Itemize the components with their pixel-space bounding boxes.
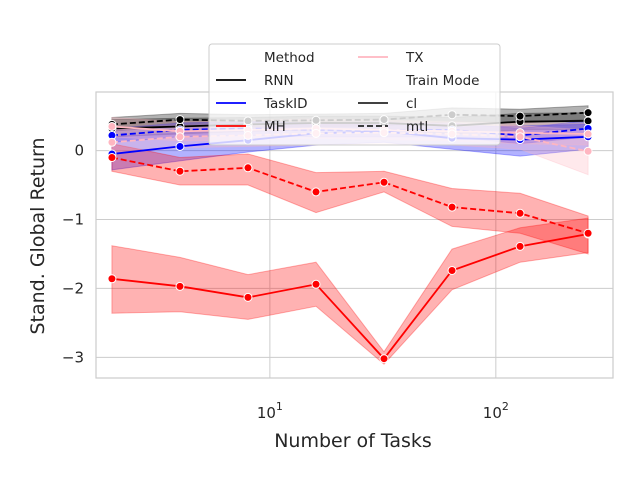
line-mh-cl	[111, 233, 589, 361]
y-tick-labels: 0 −1 −2 −3	[62, 142, 84, 367]
point-mh-mtl	[107, 152, 117, 162]
line-mh-mtl	[111, 156, 589, 235]
point-tx-mtl	[515, 132, 525, 142]
point-rnn-mtl	[175, 115, 185, 125]
point-rnn-mtl	[515, 111, 525, 121]
y-tick-label: 0	[74, 142, 84, 160]
legend-item-taskid: TaskID	[263, 96, 308, 112]
legend: Method RNN TaskID MH TX Train Mode cl mtl	[208, 43, 501, 146]
point-mh-cl	[107, 274, 117, 284]
legend-item-mh: MH	[264, 119, 286, 135]
point-rnn-cl	[583, 116, 593, 126]
point-mh-cl	[243, 292, 253, 302]
point-taskid-cl	[175, 141, 185, 151]
x-axis-title: Number of Tasks	[274, 430, 432, 452]
point-mh-cl	[447, 265, 457, 275]
point-tx-mtl	[175, 132, 185, 142]
x-tick-labels: 101 102	[257, 400, 509, 422]
point-mh-cl	[175, 281, 185, 291]
point-mh-mtl	[175, 166, 185, 176]
point-mh-mtl	[447, 202, 457, 212]
point-mh-cl	[515, 241, 525, 251]
band-mh-mtl	[111, 143, 589, 255]
point-tx-mtl	[583, 146, 593, 156]
x-tick-label: 102	[483, 400, 509, 422]
y-tick-label: −3	[62, 348, 84, 366]
legend-item-rnn: RNN	[264, 73, 294, 89]
point-tx-cl	[583, 129, 593, 139]
legend-item-tx: TX	[405, 50, 424, 66]
point-mh-mtl	[311, 187, 321, 197]
point-mh-mtl	[379, 177, 389, 187]
y-axis-title: Stand. Global Return	[27, 137, 49, 334]
legend-item-cl: cl	[406, 96, 417, 112]
point-mh-cl	[311, 279, 321, 289]
point-mh-cl	[379, 354, 389, 364]
point-mh-mtl	[583, 228, 593, 238]
point-mh-mtl	[515, 208, 525, 218]
x-tick-label: 101	[257, 400, 283, 422]
legend-method-title: Method	[264, 50, 315, 66]
point-rnn-mtl	[583, 108, 593, 118]
point-tx-mtl	[107, 137, 117, 147]
legend-mode-title: Train Mode	[405, 73, 479, 89]
legend-box	[208, 43, 501, 146]
band-mh-cl	[111, 217, 589, 365]
legend-item-mtl: mtl	[406, 119, 428, 135]
y-tick-label: −2	[62, 279, 84, 297]
point-tx-cl	[107, 121, 117, 131]
y-tick-label: −1	[62, 210, 84, 228]
point-mh-mtl	[243, 163, 253, 173]
